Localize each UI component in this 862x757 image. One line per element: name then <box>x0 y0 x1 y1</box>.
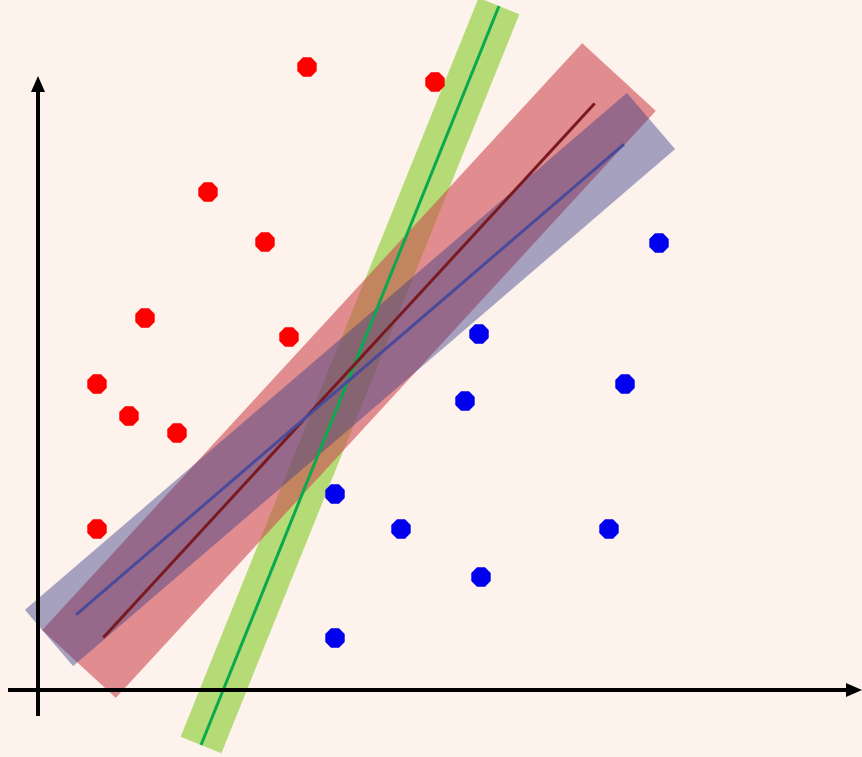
class-b-point <box>455 391 475 411</box>
class-a-point <box>87 374 107 394</box>
class-b-point <box>325 484 345 504</box>
data-points <box>87 57 669 648</box>
x-axis-arrowhead <box>846 683 862 697</box>
class-a-point <box>87 519 107 539</box>
class-a-point <box>167 423 187 443</box>
class-a-point <box>198 182 218 202</box>
separator-lines <box>75 5 625 746</box>
class-b-point <box>471 567 491 587</box>
red-separator-line <box>102 102 596 639</box>
class-a-point <box>119 406 139 426</box>
class-a-point <box>297 57 317 77</box>
class-a-point <box>255 232 275 252</box>
class-b-point <box>615 374 635 394</box>
class-a-point <box>425 72 445 92</box>
axes <box>8 76 862 716</box>
class-b-point <box>469 324 489 344</box>
class-a-point <box>279 327 299 347</box>
class-b-point <box>649 233 669 253</box>
green-separator-line <box>199 5 501 746</box>
class-b-point <box>325 628 345 648</box>
class-a-point <box>135 308 155 328</box>
blue-separator-line <box>75 143 625 616</box>
y-axis-arrowhead <box>31 76 45 92</box>
class-b-point <box>599 519 619 539</box>
class-b-point <box>391 519 411 539</box>
